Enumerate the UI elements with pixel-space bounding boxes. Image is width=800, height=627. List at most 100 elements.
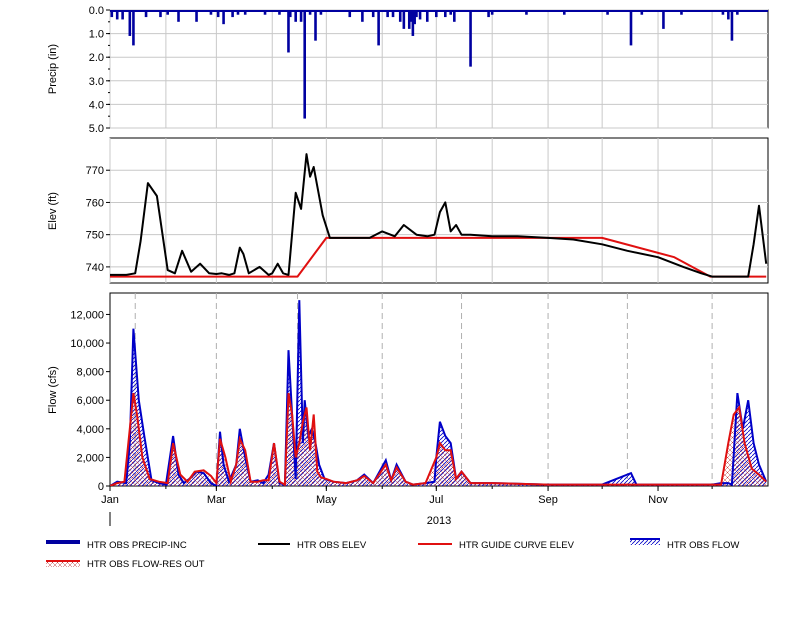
elev-panel: 740 750 760 770 Elev (ft) [47,137,769,284]
precip-bar [236,10,240,15]
precip-bar [209,10,213,15]
legend-item-precip: HTR OBS PRECIP-INC [46,540,187,551]
precip-bar [409,10,413,22]
precip-bar [402,10,406,29]
elev-series [110,153,768,278]
precip-bar [398,10,402,22]
precip-bar [444,10,447,18]
precip-bar [314,10,317,41]
flow-res-out-line [110,392,767,486]
legend-label-guide: HTR GUIDE CURVE ELEV [459,540,575,551]
legend-swatch-res-out [46,561,80,567]
flow-xtick-label: Mar [207,494,226,506]
elev-series-line [110,153,768,278]
precip-bar [288,10,292,18]
precip-ytick-label: 1.0 [89,29,104,41]
precip-bar [361,10,364,22]
elev-ytick-label: 740 [86,262,104,274]
elev-grid [109,138,768,283]
precip-bar [391,10,395,18]
precip-bar [453,10,456,22]
precip-bar [128,10,132,36]
precip-bar [407,10,411,29]
precip-bar [263,10,267,15]
precip-bar [308,10,312,15]
flow-ytick-labels: 0 2,000 4,000 6,000 8,000 10,000 12,000 [70,309,110,493]
x-axis-year-label: 2013 [427,515,451,527]
legend: HTR OBS PRECIP-INC HTR OBS ELEV HTR GUID… [46,538,739,570]
legend-item-guide: HTR GUIDE CURVE ELEV [418,540,575,551]
flow-panel: 0 2,000 4,000 6,000 8,000 10,000 12,000 Flow (… [47,292,769,527]
precip-panel: 0.0 1.0 2.0 3.0 4.0 5.0 Precip (in) [47,5,769,135]
precip-bar [177,10,180,22]
flow-xtick-label: Nov [648,494,668,506]
precip-bar [418,10,422,20]
flow-ytick-label: 0 [98,481,104,493]
precip-bar [348,10,352,18]
flow-ytick-label: 2,000 [76,452,104,464]
precip-bar [490,10,494,15]
precip-bar [121,10,124,20]
precip-ytick-label: 2.0 [89,52,104,64]
precip-bar [294,10,297,22]
legend-label-flow: HTR OBS FLOW [667,540,739,551]
legend-swatch-flow [630,539,660,545]
flow-xtick-label: Sep [538,494,558,506]
precip-bar [144,10,148,18]
precip-bar [629,10,633,46]
flow-ytick-label: 4,000 [76,424,104,436]
precip-bar [606,10,609,15]
precip-bar [231,10,234,18]
precip-bar [434,10,438,18]
precip-bar [386,10,389,18]
precip-bar [303,10,306,119]
precip-bar [449,10,453,15]
flow-xtick-labels: Jan Mar May Jul Sep Nov [101,486,713,506]
precip-bar [159,10,162,18]
precip-bar [662,10,665,29]
precip-bar [736,10,739,15]
precip-bar [469,10,472,67]
precip-grid [109,9,768,129]
precip-ytick-label: 0.0 [89,5,104,17]
elev-ytick-label: 770 [86,165,104,177]
flow-xtick-label: Jan [101,494,119,506]
precip-bar [413,10,416,25]
precip-bar [166,10,169,15]
precip-bars [110,10,768,119]
flow-ytick-label: 6,000 [76,395,104,407]
precip-bar [243,10,247,15]
elev-ytick-label: 760 [86,197,104,209]
precip-bar [562,10,566,15]
precip-bar [371,10,375,18]
legend-item-res-out: HTR OBS FLOW-RES OUT [46,559,205,570]
precip-bar [377,10,380,46]
precip-bar [727,10,730,20]
precip-bar [132,10,135,46]
legend-item-elev: HTR OBS ELEV [258,540,367,551]
flow-xtick-label: May [316,494,337,506]
precip-ytick-labels: 0.0 1.0 2.0 3.0 4.0 5.0 [89,5,110,135]
precip-bar [525,10,528,15]
precip-bar [730,10,734,41]
precip-ytick-label: 4.0 [89,99,104,111]
legend-label-res-out: HTR OBS FLOW-RES OUT [87,559,205,570]
flow-ytick-label: 10,000 [70,338,104,350]
precip-bar [115,10,119,20]
elev-axis-label: Elev (ft) [47,192,59,230]
flow-xtick-label: Jul [429,494,443,506]
elev-ytick-label: 750 [86,230,104,242]
legend-label-precip: HTR OBS PRECIP-INC [87,540,187,551]
precip-bar [487,10,490,18]
precip-bar [110,10,114,18]
precip-bar [222,10,225,25]
precip-plot-area [109,9,769,129]
precip-bar [287,10,290,53]
legend-item-flow: HTR OBS FLOW [630,538,739,551]
precip-bar [680,10,683,15]
precip-bar [411,10,415,36]
precip-bar [216,10,220,18]
precip-bar [415,10,418,18]
flow-axis-label: Flow (cfs) [47,366,59,414]
